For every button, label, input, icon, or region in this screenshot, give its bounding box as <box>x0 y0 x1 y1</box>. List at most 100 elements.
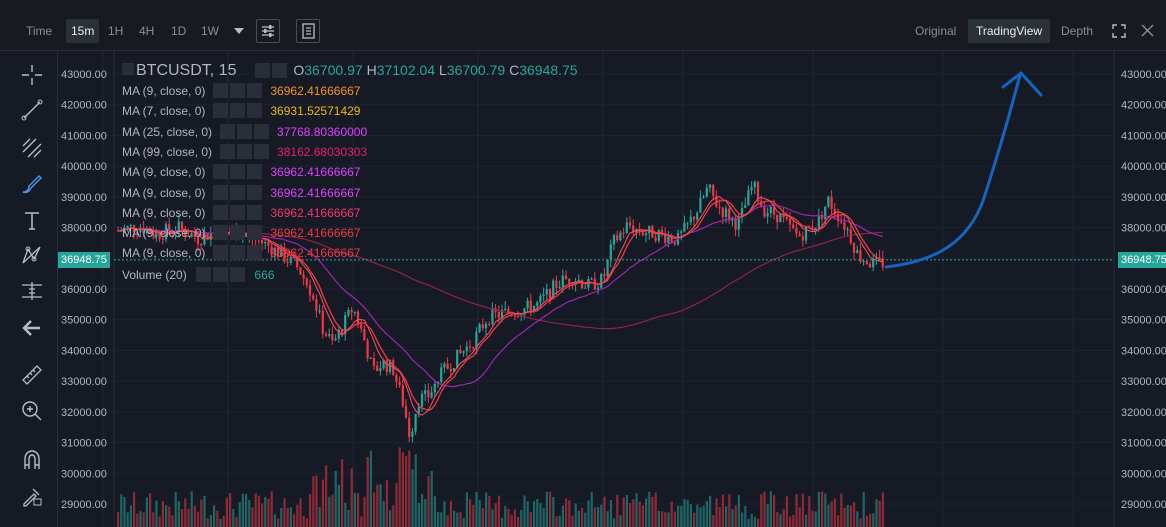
brush-icon[interactable] <box>20 172 44 196</box>
settings-icon[interactable] <box>230 225 246 241</box>
back-arrow-icon[interactable] <box>20 316 44 340</box>
fullscreen-icon[interactable] <box>1112 24 1126 38</box>
indicator-row[interactable]: MA (9, close, 0) 36962.41666667 <box>122 184 360 200</box>
view-depth-tab[interactable]: Depth <box>1061 24 1094 38</box>
chevron-down-icon[interactable] <box>233 27 245 35</box>
eye-icon[interactable] <box>196 267 212 282</box>
eye-icon[interactable] <box>213 164 229 180</box>
candle-body <box>571 283 574 285</box>
remove-icon[interactable] <box>247 225 263 241</box>
candle-body <box>718 206 721 208</box>
candle-body <box>379 368 382 371</box>
remove-icon[interactable] <box>230 267 246 282</box>
settings-icon[interactable] <box>271 63 287 78</box>
settings-icon[interactable] <box>230 83 246 98</box>
remove-icon[interactable] <box>247 245 263 261</box>
indicator-row[interactable]: MA (7, close, 0) 36931.52571429 <box>122 103 360 119</box>
candle-body <box>712 184 715 196</box>
eye-icon[interactable] <box>254 63 270 78</box>
settings-icon[interactable] <box>230 204 246 220</box>
remove-icon[interactable] <box>247 103 263 119</box>
price-tick-left: 43000.00 <box>61 69 107 81</box>
candle-body <box>296 258 299 268</box>
candle-body <box>337 329 340 339</box>
remove-icon[interactable] <box>254 143 270 159</box>
interval-1h-button[interactable]: 1H <box>108 24 124 38</box>
remove-icon[interactable] <box>247 164 263 180</box>
indicator-value: 36962.41666667 <box>270 226 361 241</box>
volume-bar <box>661 511 664 527</box>
volume-bar <box>504 505 507 527</box>
volume-bar <box>824 493 827 527</box>
interval-4h-button[interactable]: 4H <box>139 24 155 38</box>
eye-icon[interactable] <box>213 204 229 220</box>
price-chart[interactable]: 43000.00 43000.00 42000.00 42000.00 41000.00… <box>58 51 1166 527</box>
settings-icon[interactable] <box>230 103 246 119</box>
lock-edit-icon[interactable] <box>20 484 44 508</box>
settings-icon[interactable] <box>230 245 246 261</box>
candle-body <box>424 390 427 394</box>
view-original-tab[interactable]: Original <box>915 24 957 38</box>
collapse-icon[interactable] <box>122 63 134 75</box>
remove-icon[interactable] <box>247 184 263 200</box>
candle-body <box>417 406 420 414</box>
chart-canvas[interactable]: 43000.00 43000.00 42000.00 42000.00 41000.00… <box>58 51 1166 527</box>
pattern-icon[interactable] <box>20 243 44 267</box>
indicator-row[interactable]: MA (25, close, 0) 37768.80360000 <box>122 123 367 139</box>
indicator-row[interactable]: MA (9, close, 0) 36962.41666667 <box>122 164 360 180</box>
volume-bar <box>126 512 129 527</box>
interval-1d-button[interactable]: 1D <box>171 24 187 38</box>
crosshair-icon[interactable] <box>20 63 44 87</box>
volume-bar <box>171 515 174 527</box>
volume-bar <box>168 506 171 527</box>
remove-icon[interactable] <box>247 83 263 98</box>
indicator-row[interactable]: MA (99, close, 0) 38162.68030303 <box>122 143 367 159</box>
indicator-row[interactable]: MA (9, close, 0) 36962.41666667 <box>122 225 361 241</box>
eye-icon[interactable] <box>213 83 229 98</box>
candle-body <box>478 324 481 332</box>
indicator-row[interactable]: MA (9, close, 0) 36962.41666667 <box>122 245 360 261</box>
measure-icon[interactable] <box>20 279 44 303</box>
volume-bar <box>440 512 443 527</box>
eye-icon[interactable] <box>213 225 229 241</box>
fib-icon[interactable] <box>20 136 44 160</box>
remove-icon[interactable] <box>254 123 270 139</box>
zoom-in-icon[interactable] <box>20 399 44 423</box>
chart-settings-button[interactable] <box>256 19 280 43</box>
settings-icon[interactable] <box>213 267 229 282</box>
settings-icon[interactable] <box>230 184 246 200</box>
settings-icon[interactable] <box>230 164 246 180</box>
candle-body <box>142 228 145 234</box>
candle-body <box>846 229 849 231</box>
eye-icon[interactable] <box>220 143 236 159</box>
eye-icon[interactable] <box>213 245 229 261</box>
eye-icon[interactable] <box>213 184 229 200</box>
eye-icon[interactable] <box>220 123 236 139</box>
indicator-row[interactable]: MA (9, close, 0) 36962.41666667 <box>122 204 360 220</box>
settings-icon[interactable] <box>237 143 253 159</box>
candle-body <box>772 207 776 215</box>
volume-legend: Volume (20) 666 <box>122 267 274 282</box>
low-value: 36700.79 <box>446 62 506 78</box>
close-icon[interactable] <box>1141 24 1154 37</box>
text-icon[interactable] <box>20 208 44 232</box>
volume-bar <box>494 503 497 527</box>
eye-icon[interactable] <box>213 103 229 119</box>
view-tradingview-tab[interactable]: TradingView <box>968 19 1051 43</box>
volume-bar <box>181 508 184 527</box>
trend-line-icon[interactable] <box>20 98 44 122</box>
volume-bar <box>149 493 152 527</box>
indicators-button[interactable] <box>296 19 320 43</box>
high-label: H <box>366 62 377 78</box>
ruler-icon[interactable] <box>20 363 44 387</box>
volume-bar <box>696 504 699 527</box>
volume-bar <box>213 505 216 527</box>
indicator-label: MA (9, close, 0) <box>122 246 206 261</box>
settings-icon[interactable] <box>237 123 253 139</box>
interval-15m-button[interactable]: 15m <box>66 19 100 43</box>
candle-body <box>638 229 641 233</box>
remove-icon[interactable] <box>247 204 263 220</box>
magnet-icon[interactable] <box>20 448 44 472</box>
indicator-row[interactable]: MA (9, close, 0) 36962.41666667 <box>122 83 360 98</box>
interval-1w-button[interactable]: 1W <box>201 24 219 38</box>
